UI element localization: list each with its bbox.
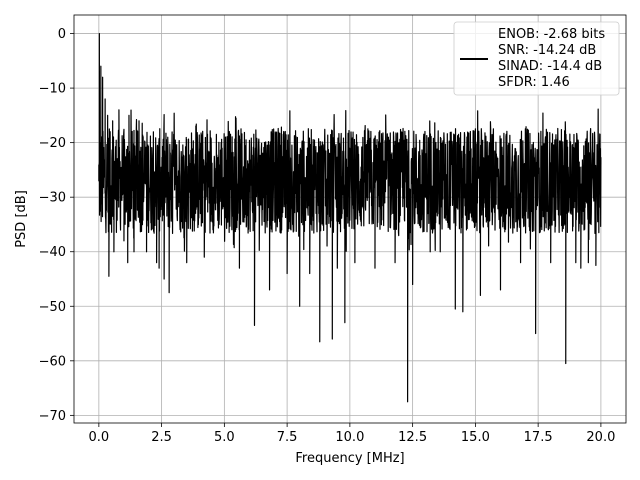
y-tick-label: −10 xyxy=(39,82,66,97)
legend-box xyxy=(453,21,620,96)
y-tick-label: −70 xyxy=(39,409,66,424)
x-tick-label: 0.0 xyxy=(89,430,110,445)
y-tick-label: −50 xyxy=(39,300,66,315)
y-tick-label: −30 xyxy=(39,191,66,206)
x-tick-label: 20.0 xyxy=(586,430,615,445)
x-tick-label: 5.0 xyxy=(214,430,235,445)
x-tick-label: 12.5 xyxy=(398,430,427,445)
legend-entry-enob: ENOB: -2.68 bits xyxy=(498,27,605,42)
y-tick-label: 0 xyxy=(58,27,66,42)
legend: ENOB: -2.68 bits SNR: -14.24 dB SINAD: -… xyxy=(453,21,620,96)
y-axis: 0 −10 −20 −30 −40 −50 −60 −70 xyxy=(39,27,74,424)
plot-area xyxy=(98,32,602,403)
legend-entry-sinad: SINAD: -14.4 dB xyxy=(498,59,602,74)
y-tick-label: −20 xyxy=(39,136,66,151)
legend-entry-sfdr: SFDR: 1.46 xyxy=(498,75,570,90)
x-tick-label: 17.5 xyxy=(524,430,553,445)
legend-entry-snr: SNR: -14.24 dB xyxy=(498,43,596,58)
x-tick-label: 2.5 xyxy=(151,430,172,445)
x-axis: 0.0 2.5 5.0 7.5 10.0 12.5 15.0 17.5 20.0 xyxy=(89,423,615,445)
x-tick-label: 10.0 xyxy=(335,430,364,445)
y-tick-label: −40 xyxy=(39,245,66,260)
x-tick-label: 7.5 xyxy=(277,430,298,445)
psd-series-line xyxy=(98,32,602,403)
x-tick-label: 15.0 xyxy=(461,430,490,445)
y-axis-label: PSD [dB] xyxy=(14,190,29,248)
x-axis-label: Frequency [MHz] xyxy=(295,451,404,466)
y-tick-label: −60 xyxy=(39,354,66,369)
